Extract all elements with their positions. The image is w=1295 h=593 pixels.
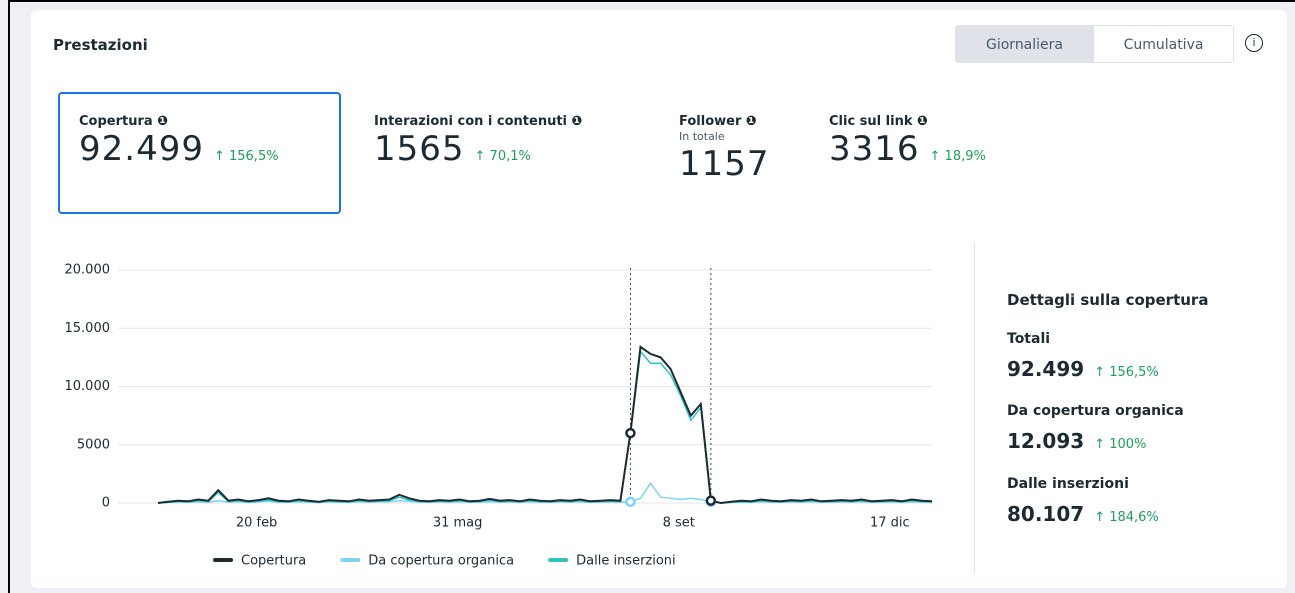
x-tick-label: 8 set xyxy=(663,516,695,531)
metric-label: Clic sul link xyxy=(829,114,913,129)
detail-change: ↑ 100% xyxy=(1094,437,1147,452)
detail-value: 80.107 ↑ 184,6% xyxy=(1007,502,1159,526)
metric-change: ↑ 70,1% xyxy=(474,149,531,164)
series-line xyxy=(157,349,933,504)
detail-value: 12.093 ↑ 100% xyxy=(1007,429,1146,453)
y-tick-label: 20.000 xyxy=(65,263,111,278)
y-tick-label: 0 xyxy=(102,496,110,511)
detail-label: Totali xyxy=(1007,331,1051,347)
detail-label: Da copertura organica xyxy=(1007,403,1184,419)
metric-label: Follower xyxy=(679,114,742,129)
metric[interactable]: Follower ❶ In totale 1157 xyxy=(679,114,770,184)
chart: 0 5000 10.000 15.000 20.000 20 feb 31 mag 8 set… xyxy=(65,263,933,569)
y-tick-label: 10.000 xyxy=(65,379,111,394)
metric[interactable]: Clic sul link ❶ 3316 ↑ 18,9% xyxy=(829,114,986,169)
metric-value: 92.499 xyxy=(79,129,204,169)
detail-label: Dalle inserzioni xyxy=(1007,476,1129,492)
info-icon[interactable]: i xyxy=(1245,34,1263,52)
details-title: Dettagli sulla copertura xyxy=(1007,291,1209,309)
metric-value: 3316 xyxy=(829,129,920,169)
point-marker xyxy=(625,496,636,508)
detail-change: ↑ 156,5% xyxy=(1094,365,1159,380)
metric-label: Interazioni con i contenuti xyxy=(374,114,568,129)
metric-value: 1565 xyxy=(374,129,465,169)
tab[interactable]: Giornaliera xyxy=(955,25,1094,63)
card: Prestazioni Giornaliera Cumulativa i Cop… xyxy=(31,10,1287,588)
detail-value: 92.499 ↑ 156,5% xyxy=(1007,357,1159,381)
point-marker xyxy=(625,427,636,439)
y-tick-label: 5000 xyxy=(77,437,110,452)
point-marker xyxy=(705,495,717,506)
title: Prestazioni xyxy=(53,36,148,54)
y-tick-label: 15.000 xyxy=(65,321,111,336)
detail-change: ↑ 184,6% xyxy=(1094,510,1159,525)
detail-number: 12.093 xyxy=(1007,429,1085,453)
metric-change: ↑ 18,9% xyxy=(929,149,986,164)
metric[interactable]: Interazioni con i contenuti ❶ 1565 ↑ 70,1% xyxy=(374,114,583,169)
legend-label: Dalle inserzioni xyxy=(576,554,676,569)
x-tick-label: 31 mag xyxy=(433,516,483,531)
legend-label: Da copertura organica xyxy=(368,554,514,569)
series-line xyxy=(157,345,933,505)
selected-metric[interactable] xyxy=(58,92,341,214)
legend-label: Copertura xyxy=(241,554,306,569)
metric-change: ↑ 156,5% xyxy=(213,149,279,164)
metric-value: 1157 xyxy=(679,144,770,184)
detail-number: 92.499 xyxy=(1007,357,1085,381)
metric-label: Copertura xyxy=(79,114,153,129)
metric[interactable]: Copertura ❶ 92.499 ↑ 156,5% xyxy=(79,114,279,169)
x-tick-label: 17 dic xyxy=(870,516,910,531)
tab[interactable]: Cumulativa xyxy=(1093,25,1234,63)
x-tick-label: 20 feb xyxy=(236,516,278,531)
frame xyxy=(8,0,1295,593)
divider xyxy=(974,243,975,573)
metric-sublabel: In totale xyxy=(679,130,725,143)
detail-number: 80.107 xyxy=(1007,502,1085,526)
